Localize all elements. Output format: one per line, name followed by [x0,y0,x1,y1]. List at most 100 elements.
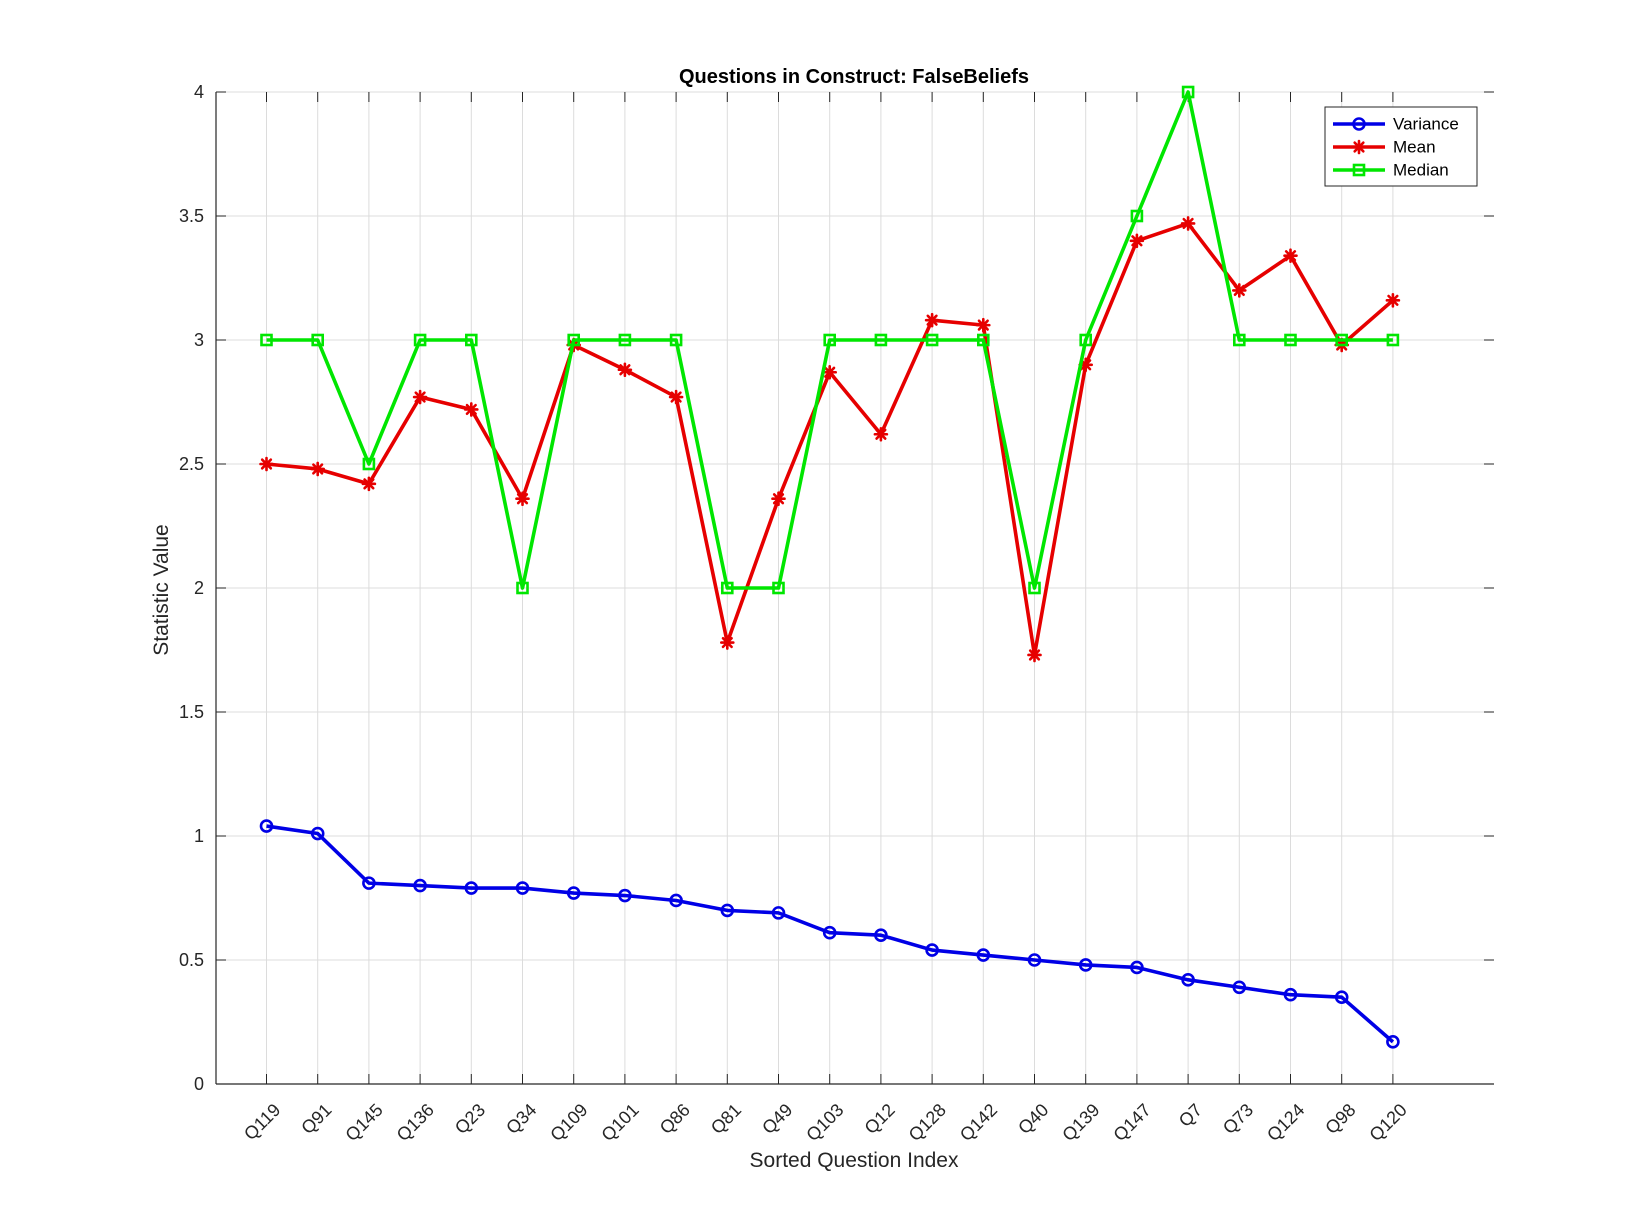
data-point-variance [925,943,939,957]
series-variance [259,819,1400,1049]
data-point-mean [310,461,325,477]
data-point-mean [1180,216,1196,231]
chart-title: Questions in Construct: FalseBeliefs [679,66,1029,88]
data-point-mean [617,362,633,378]
series-line-median [266,90,1393,590]
data-point-variance [1130,960,1144,975]
x-tick-label: Q98 [1321,1100,1359,1138]
data-point-variance [669,893,683,908]
data-point-variance [1181,973,1195,987]
data-point-variance [259,819,274,833]
data-point-median [1028,581,1041,595]
series-median [260,85,1400,595]
data-point-median [567,333,581,347]
data-point-variance [413,878,427,893]
data-point-median [874,333,888,347]
y-tick-label: 1 [194,826,204,846]
x-tick-label: Q103 [802,1100,847,1145]
x-tick-label: Q136 [393,1100,438,1145]
legend-label-variance: Variance [1393,115,1459,134]
x-tick-label: Q128 [905,1100,950,1145]
data-point-mean [873,426,889,442]
y-tick-label: 1.5 [179,702,204,722]
legend: Variance Mean Median [1324,106,1478,187]
x-tick-label: Q142 [956,1100,1001,1145]
y-tick-label: 3.5 [179,206,204,226]
data-point-variance [515,881,530,895]
data-point-mean [515,491,530,507]
legend-marker-median [1352,163,1366,177]
y-tick-label: 4 [194,82,204,102]
data-point-median [925,333,939,347]
data-point-mean [1027,647,1042,663]
y-tick-label: 2 [194,578,204,598]
legend-entry-variance: Variance [1333,115,1459,134]
legend-marker-mean [1351,139,1367,155]
x-tick-label: Q12 [861,1100,899,1138]
data-point-median [669,333,683,347]
x-tick-label: Q7 [1175,1100,1206,1131]
data-point-mean [720,635,735,650]
x-tick-label: Q23 [451,1100,489,1138]
data-point-median [516,581,529,595]
data-point-median [1233,333,1246,347]
x-tick-label: Q147 [1109,1100,1154,1145]
y-tick-label: 0.5 [179,950,204,970]
x-tick-label: Q86 [656,1100,694,1138]
data-point-variance [1334,990,1349,1005]
data-point-mean [361,476,377,492]
data-point-variance [1283,987,1298,1002]
data-point-mean [924,312,940,328]
data-point-mean [412,389,428,405]
data-point-mean [771,491,786,507]
data-point-median [1284,333,1297,347]
x-tick-label: Q109 [546,1100,591,1145]
series [259,85,1401,1049]
data-point-median [720,581,734,595]
x-tick-label: Q119 [240,1100,284,1144]
data-point-median [311,333,325,347]
series-line-variance [266,824,1395,1044]
data-point-median [260,333,273,347]
x-tick-label: Q101 [597,1100,642,1145]
data-point-variance [874,928,888,943]
x-tick-label: Q34 [502,1100,540,1138]
data-point-variance [1232,980,1247,995]
data-point-median [1386,333,1400,347]
data-point-variance [1078,958,1093,972]
data-point-mean [1232,283,1247,298]
data-point-variance [720,903,735,918]
data-point-median [976,333,990,347]
data-point-variance [1027,953,1042,967]
x-tick-label: Q49 [758,1100,796,1138]
data-point-variance [310,826,325,841]
legend-entry-median: Median [1333,161,1449,180]
data-point-mean [1385,293,1401,308]
y-tick-label: 3 [194,330,204,350]
x-tick-label: Q40 [1014,1100,1052,1138]
legend-label-mean: Mean [1393,138,1436,157]
data-point-mean [259,456,274,472]
x-tick-label: Q124 [1263,1100,1308,1145]
legend-entry-mean: Mean [1333,138,1436,157]
data-point-median [464,333,478,347]
data-point-variance [464,881,479,895]
data-point-median [1079,333,1092,347]
data-point-variance [822,925,837,940]
data-point-variance [566,886,581,900]
data-point-variance [1386,1035,1400,1049]
data-point-mean [1283,248,1298,263]
data-point-variance [771,906,786,920]
data-point-median [1130,209,1144,223]
data-point-variance [618,888,632,903]
data-point-variance [362,876,376,890]
data-point-mean [464,402,479,417]
data-point-mean [976,317,991,333]
x-tick-label: Q145 [341,1100,386,1145]
legend-label-median: Median [1393,161,1449,180]
grid [216,91,1494,1085]
x-axis-label: Sorted Question Index [750,1149,959,1172]
axes [215,91,1494,1085]
